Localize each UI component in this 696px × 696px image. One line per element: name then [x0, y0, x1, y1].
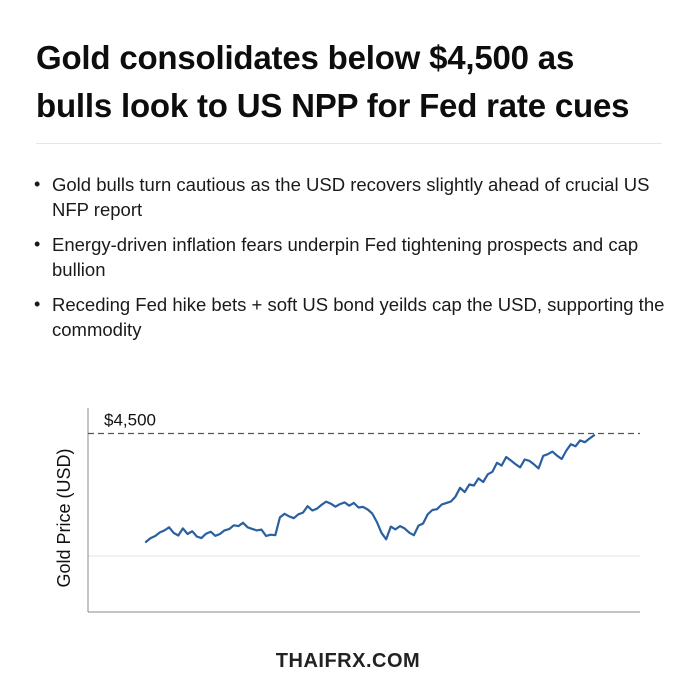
bullet-marker: • [34, 294, 41, 314]
bullet-marker: • [34, 234, 41, 254]
divider [36, 143, 662, 144]
bullet-item: • Energy-driven inflation fears underpin… [34, 232, 684, 282]
reference-label: $4,500 [104, 411, 156, 430]
bullet-item: • Gold bulls turn cautious as the USD re… [34, 172, 684, 222]
series-line-gold-price [144, 434, 596, 543]
bullet-list: • Gold bulls turn cautious as the USD re… [34, 172, 684, 352]
bullet-marker: • [34, 174, 41, 194]
bullet-text: Gold bulls turn cautious as the USD reco… [52, 174, 650, 220]
bullet-item: • Receding Fed hike bets + soft US bond … [34, 292, 684, 342]
chart-svg: $4,500 Gold Price (USD) [54, 408, 640, 613]
bullet-text: Receding Fed hike bets + soft US bond ye… [52, 294, 665, 340]
headline-line-1: Gold consolidates below $4,500 as [36, 39, 575, 76]
headline: Gold consolidates below $4,500 as bulls … [36, 34, 666, 130]
bullet-text: Energy-driven inflation fears underpin F… [52, 234, 639, 280]
source-footer: THAIFRX.COM [275, 650, 421, 672]
y-axis-label: Gold Price (USD) [54, 448, 74, 587]
price-chart: $4,500 Gold Price (USD) [0, 380, 696, 630]
headline-line-2: bulls look to US NPP for Fed rate cues [36, 87, 630, 124]
